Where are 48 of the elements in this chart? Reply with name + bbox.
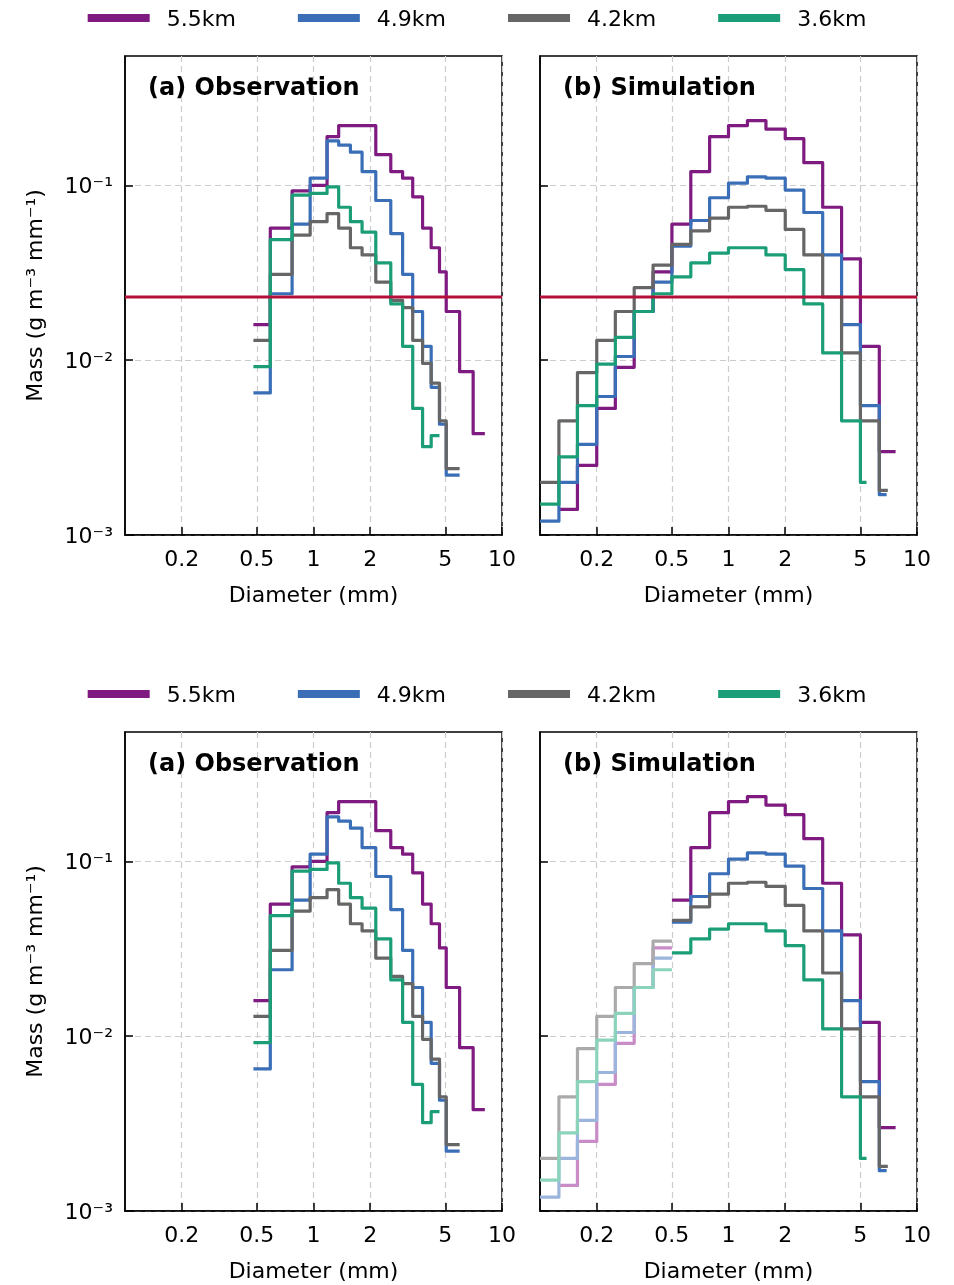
- legend-label: 3.6km: [797, 681, 867, 707]
- x-tick-label: 5: [853, 545, 868, 571]
- y-tick-label: 10⁻³: [64, 522, 113, 548]
- x-tick-label: 0.5: [239, 545, 275, 571]
- x-tick-label: 10: [488, 545, 516, 571]
- x-axis-title: Diameter (mm): [643, 581, 814, 607]
- x-tick-label: 1: [306, 545, 321, 571]
- legend-label: 4.2km: [587, 681, 657, 707]
- x-tick-label: 1: [721, 545, 736, 571]
- x-tick-label: 0.5: [654, 545, 690, 571]
- x-tick-label: 5: [438, 545, 453, 571]
- x-tick-label: 2: [363, 1221, 378, 1247]
- text: (b) Simulation: [563, 749, 756, 777]
- y-tick-label: 10⁻¹: [64, 848, 113, 874]
- x-tick-label: 0.5: [239, 1221, 275, 1247]
- legend-label: 4.9km: [376, 5, 447, 31]
- y-axis-title: Mass (g m⁻³ mm⁻¹): [21, 865, 47, 1078]
- legend-label: 4.9km: [376, 681, 447, 707]
- y-tick-label: 10⁻³: [64, 1198, 113, 1224]
- text: (a) Observation: [148, 749, 360, 777]
- text: (a) Observation: [148, 73, 360, 101]
- x-tick-label: 0.2: [579, 545, 615, 571]
- x-tick-label: 10: [488, 1221, 516, 1247]
- x-tick-label: 0.2: [579, 1221, 615, 1247]
- x-tick-label: 10: [903, 545, 931, 571]
- x-tick-label: 1: [721, 1221, 736, 1247]
- x-tick-label: 5: [438, 1221, 453, 1247]
- text: (b) Simulation: [563, 73, 756, 101]
- x-tick-label: 0.2: [164, 545, 200, 571]
- x-axis-title: Diameter (mm): [643, 1257, 814, 1283]
- x-tick-label: 10: [903, 1221, 931, 1247]
- y-tick-label: 10⁻²: [64, 1023, 113, 1049]
- y-tick-label: 10⁻¹: [64, 172, 113, 198]
- x-axis-title: Diameter (mm): [228, 581, 399, 607]
- x-tick-label: 0.2: [164, 1221, 200, 1247]
- x-tick-label: 0.5: [654, 1221, 690, 1247]
- legend-label: 3.6km: [797, 5, 867, 31]
- x-tick-label: 1: [306, 1221, 321, 1247]
- legend-label: 4.2km: [587, 5, 657, 31]
- legend-label: 5.5km: [166, 5, 236, 31]
- x-axis-title: Diameter (mm): [228, 1257, 399, 1283]
- x-tick-label: 2: [363, 545, 378, 571]
- x-tick-label: 5: [853, 1221, 868, 1247]
- x-tick-label: 2: [778, 1221, 793, 1247]
- x-tick-label: 2: [778, 545, 793, 571]
- y-tick-label: 10⁻²: [64, 347, 113, 373]
- y-axis-title: Mass (g m⁻³ mm⁻¹): [21, 189, 47, 402]
- legend-label: 5.5km: [166, 681, 236, 707]
